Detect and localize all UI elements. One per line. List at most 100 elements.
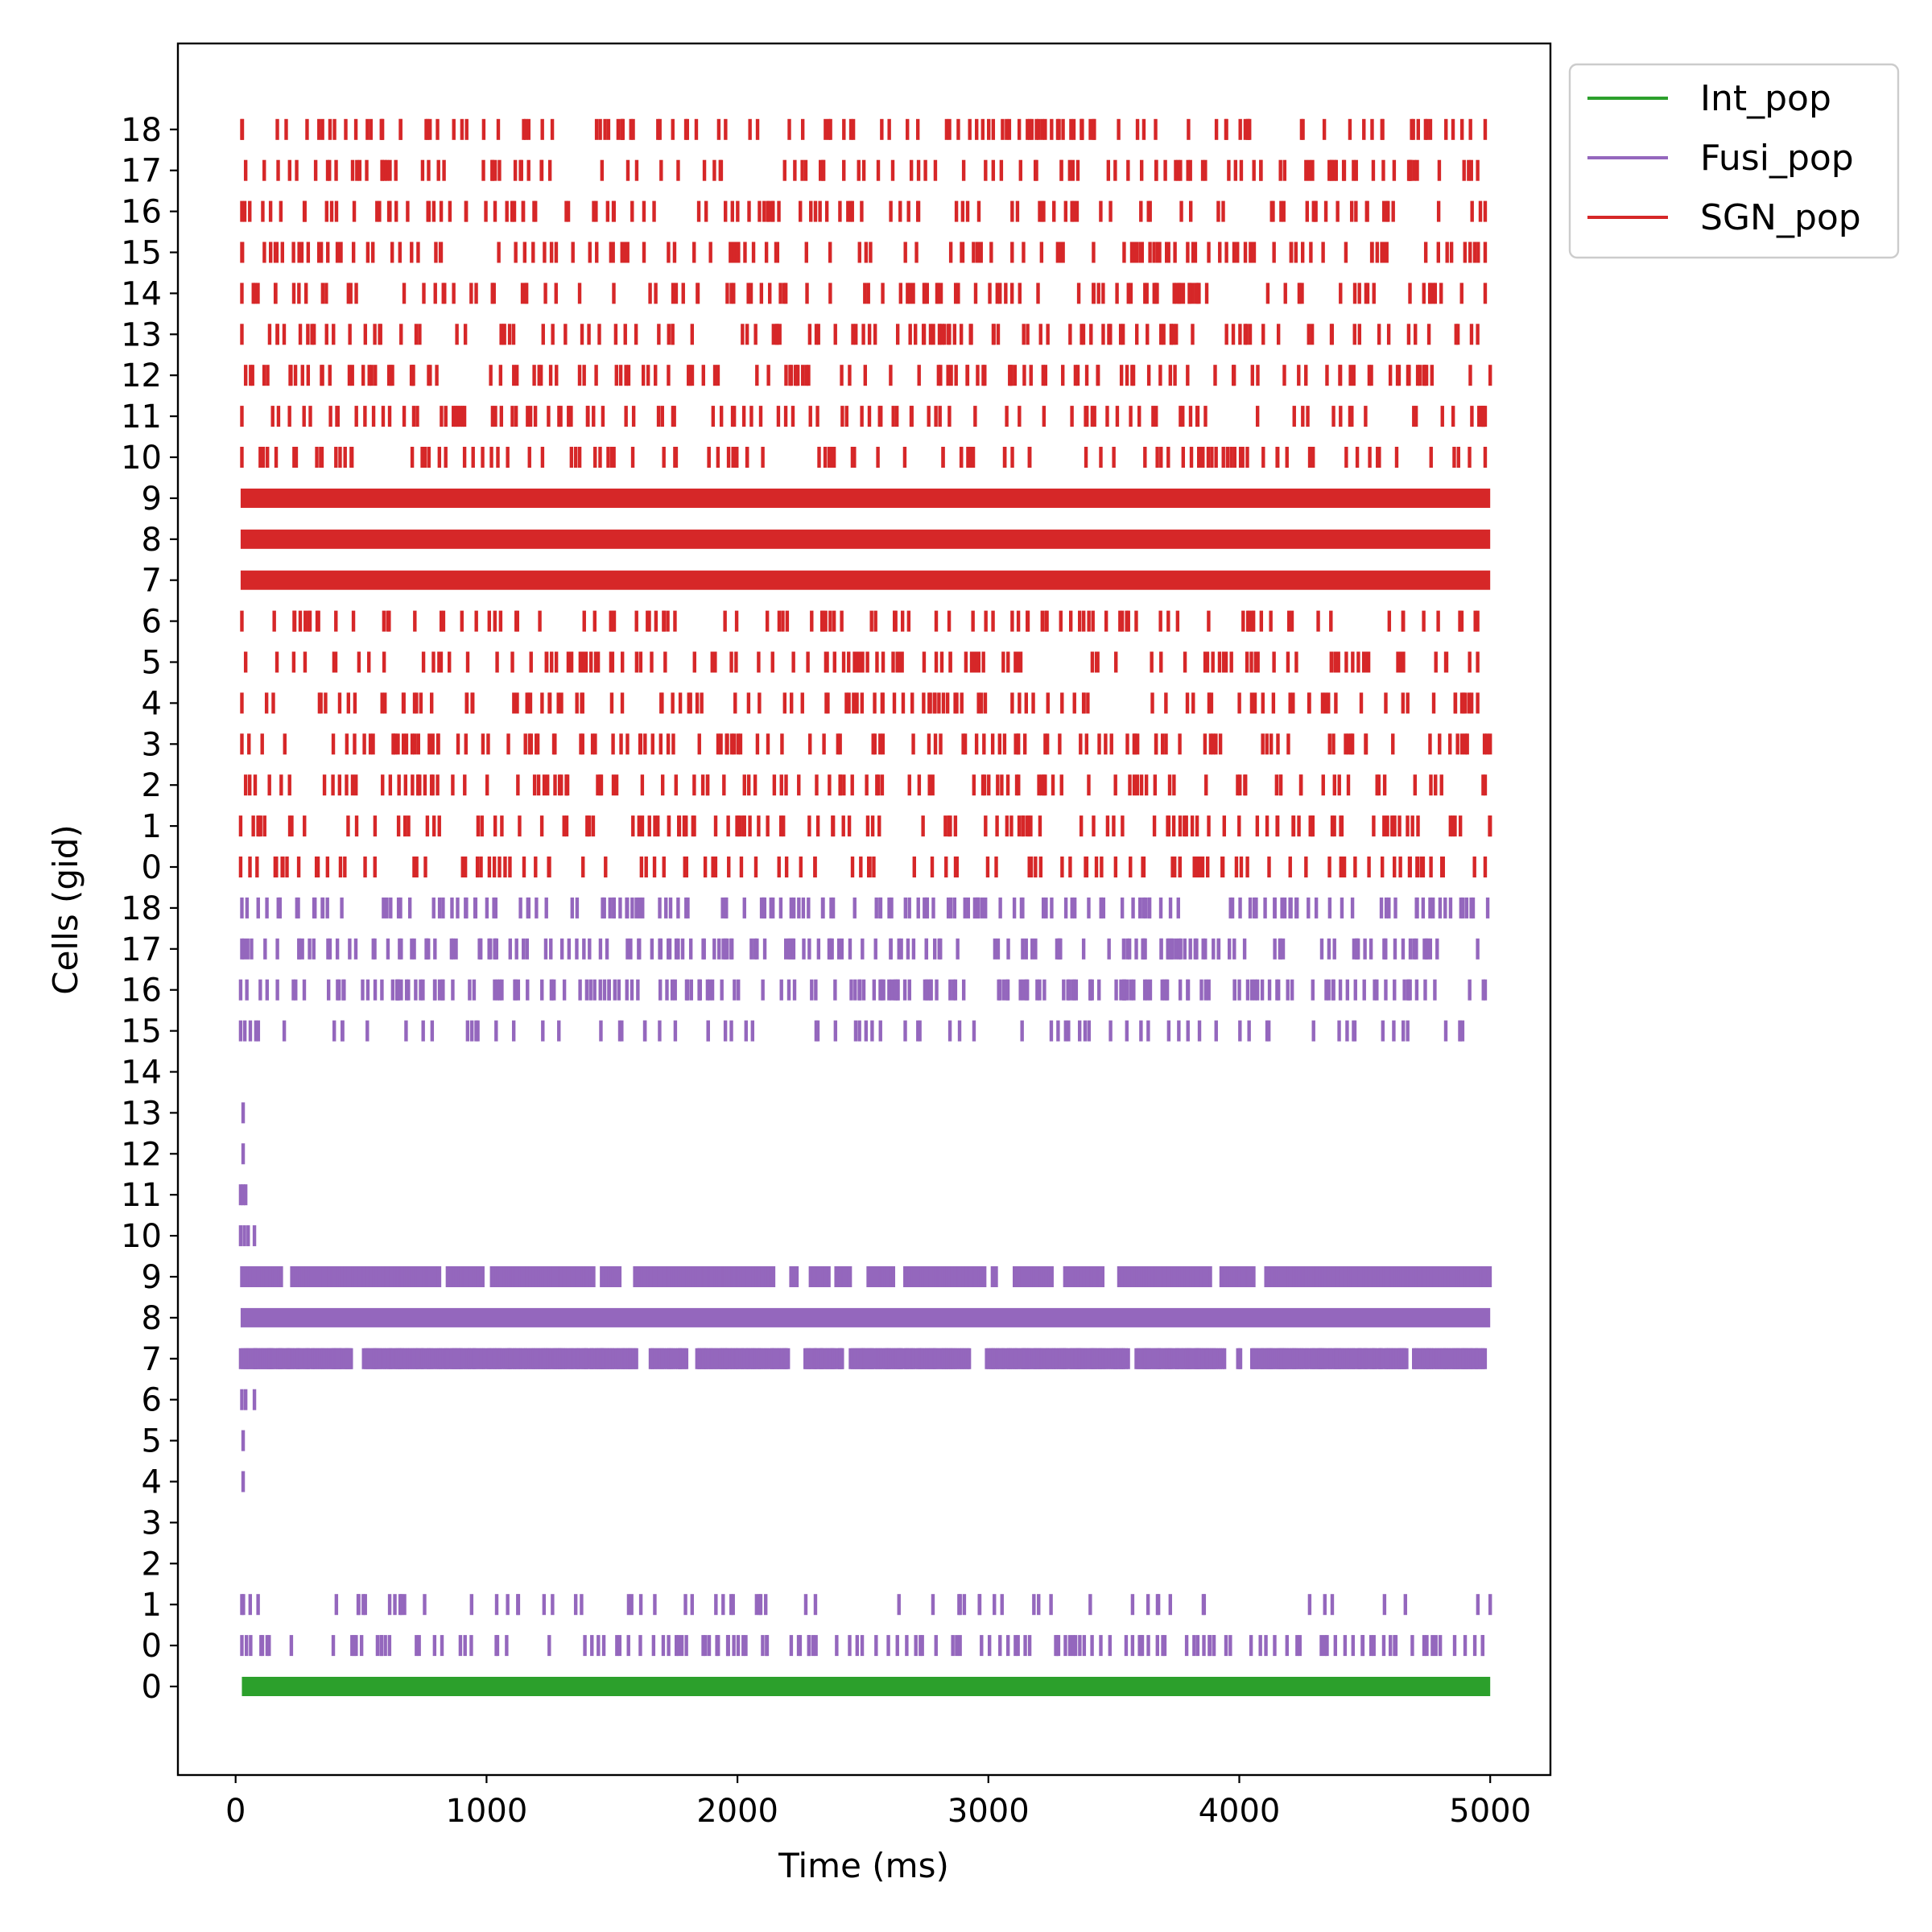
spike-mark xyxy=(1468,447,1472,468)
spike-mark xyxy=(1353,1348,1358,1369)
spike-mark xyxy=(959,324,964,345)
spike-train-band xyxy=(240,570,1491,590)
spike-mark xyxy=(1414,324,1418,345)
spike-mark xyxy=(875,774,879,796)
spike-mark xyxy=(848,1348,852,1369)
spike-mark xyxy=(319,692,323,714)
spike-mark xyxy=(275,857,279,877)
spike-mark xyxy=(779,979,783,1001)
spike-mark xyxy=(308,1348,312,1369)
spike-mark xyxy=(937,324,942,345)
spike-mark xyxy=(547,1635,551,1657)
spike-mark xyxy=(912,1266,916,1287)
spike-mark xyxy=(409,365,414,386)
spike-mark xyxy=(430,692,434,714)
spike-mark xyxy=(500,979,504,1001)
spike-mark xyxy=(354,283,358,304)
spike-mark xyxy=(1470,200,1474,222)
spike-mark xyxy=(1488,1266,1492,1287)
spike-mark xyxy=(413,610,417,632)
spike-mark xyxy=(1307,447,1312,468)
spike-mark xyxy=(1026,610,1030,632)
spike-mark xyxy=(874,1266,878,1287)
spike-mark xyxy=(984,897,988,919)
spike-mark xyxy=(460,118,464,140)
spike-mark xyxy=(852,447,857,468)
spike-mark xyxy=(1164,979,1168,1001)
spike-mark xyxy=(427,938,431,960)
spike-mark xyxy=(542,1594,547,1616)
spike-mark xyxy=(658,897,662,919)
spike-mark xyxy=(1096,1348,1100,1369)
spike-mark xyxy=(1082,610,1086,632)
spike-mark xyxy=(1130,365,1134,386)
spike-mark xyxy=(716,118,721,140)
spike-mark xyxy=(1387,610,1392,632)
spike-mark xyxy=(559,938,564,960)
spike-mark xyxy=(1030,938,1034,960)
spike-mark xyxy=(1043,733,1047,755)
spike-mark xyxy=(1170,1348,1174,1369)
spike-mark xyxy=(383,1635,387,1657)
spike-mark xyxy=(528,406,533,427)
spike-mark xyxy=(1230,1266,1235,1287)
spike-mark xyxy=(851,324,855,345)
spike-mark xyxy=(1392,1020,1396,1042)
spike-mark xyxy=(255,857,259,877)
spike-mark xyxy=(1087,1020,1092,1042)
spike-mark xyxy=(1016,1266,1020,1287)
spike-mark xyxy=(241,1102,246,1124)
spike-mark xyxy=(1476,651,1480,673)
spike-mark xyxy=(481,118,486,140)
spike-mark xyxy=(1088,118,1092,140)
spike-mark xyxy=(1373,1348,1378,1369)
spike-mark xyxy=(891,651,895,673)
spike-mark xyxy=(1172,774,1176,796)
spike-mark xyxy=(1448,815,1453,837)
spike-mark xyxy=(994,857,998,877)
spike-mark xyxy=(502,324,506,345)
spike-mark xyxy=(847,692,851,714)
spike-mark xyxy=(1122,242,1126,263)
spike-mark xyxy=(1152,242,1156,263)
spike-mark xyxy=(1352,1266,1356,1287)
spike-mark xyxy=(373,324,377,345)
spike-mark xyxy=(248,200,252,222)
population-Int_pop xyxy=(242,1677,1491,1696)
spike-mark xyxy=(452,283,456,304)
spike-mark xyxy=(694,1266,698,1287)
spike-mark xyxy=(347,365,352,386)
spike-mark xyxy=(1289,242,1294,263)
spike-mark xyxy=(716,365,720,386)
spike-mark xyxy=(1469,692,1474,714)
spike-mark xyxy=(580,324,584,345)
spike-mark xyxy=(1188,159,1192,181)
spike-mark xyxy=(734,447,738,468)
spike-mark xyxy=(954,1266,959,1287)
spike-mark xyxy=(456,406,460,427)
spike-mark xyxy=(788,365,792,386)
spike-mark xyxy=(1139,1348,1143,1369)
spike-mark xyxy=(1458,610,1462,632)
spike-mark xyxy=(1004,283,1008,304)
spike-mark xyxy=(650,938,654,960)
spike-mark xyxy=(1126,1266,1130,1287)
spike-mark xyxy=(894,406,899,427)
spike-mark xyxy=(1101,897,1106,919)
y-tick-label: 9 xyxy=(142,481,162,518)
spike-mark xyxy=(1439,283,1443,304)
spike-mark xyxy=(1166,242,1170,263)
spike-mark xyxy=(437,897,442,919)
spike-mark xyxy=(581,651,585,673)
Fusi_pop-cell-7 xyxy=(238,1348,1488,1369)
spike-mark xyxy=(425,118,430,140)
spike-mark xyxy=(240,938,244,960)
spike-mark xyxy=(1114,979,1118,1001)
spike-mark xyxy=(1178,1348,1182,1369)
y-tick-label: 0 xyxy=(142,1628,162,1665)
spike-mark xyxy=(800,118,805,140)
spike-mark xyxy=(873,1348,877,1369)
spike-mark xyxy=(1078,610,1082,632)
spike-mark xyxy=(838,774,842,796)
spike-mark xyxy=(968,118,972,140)
